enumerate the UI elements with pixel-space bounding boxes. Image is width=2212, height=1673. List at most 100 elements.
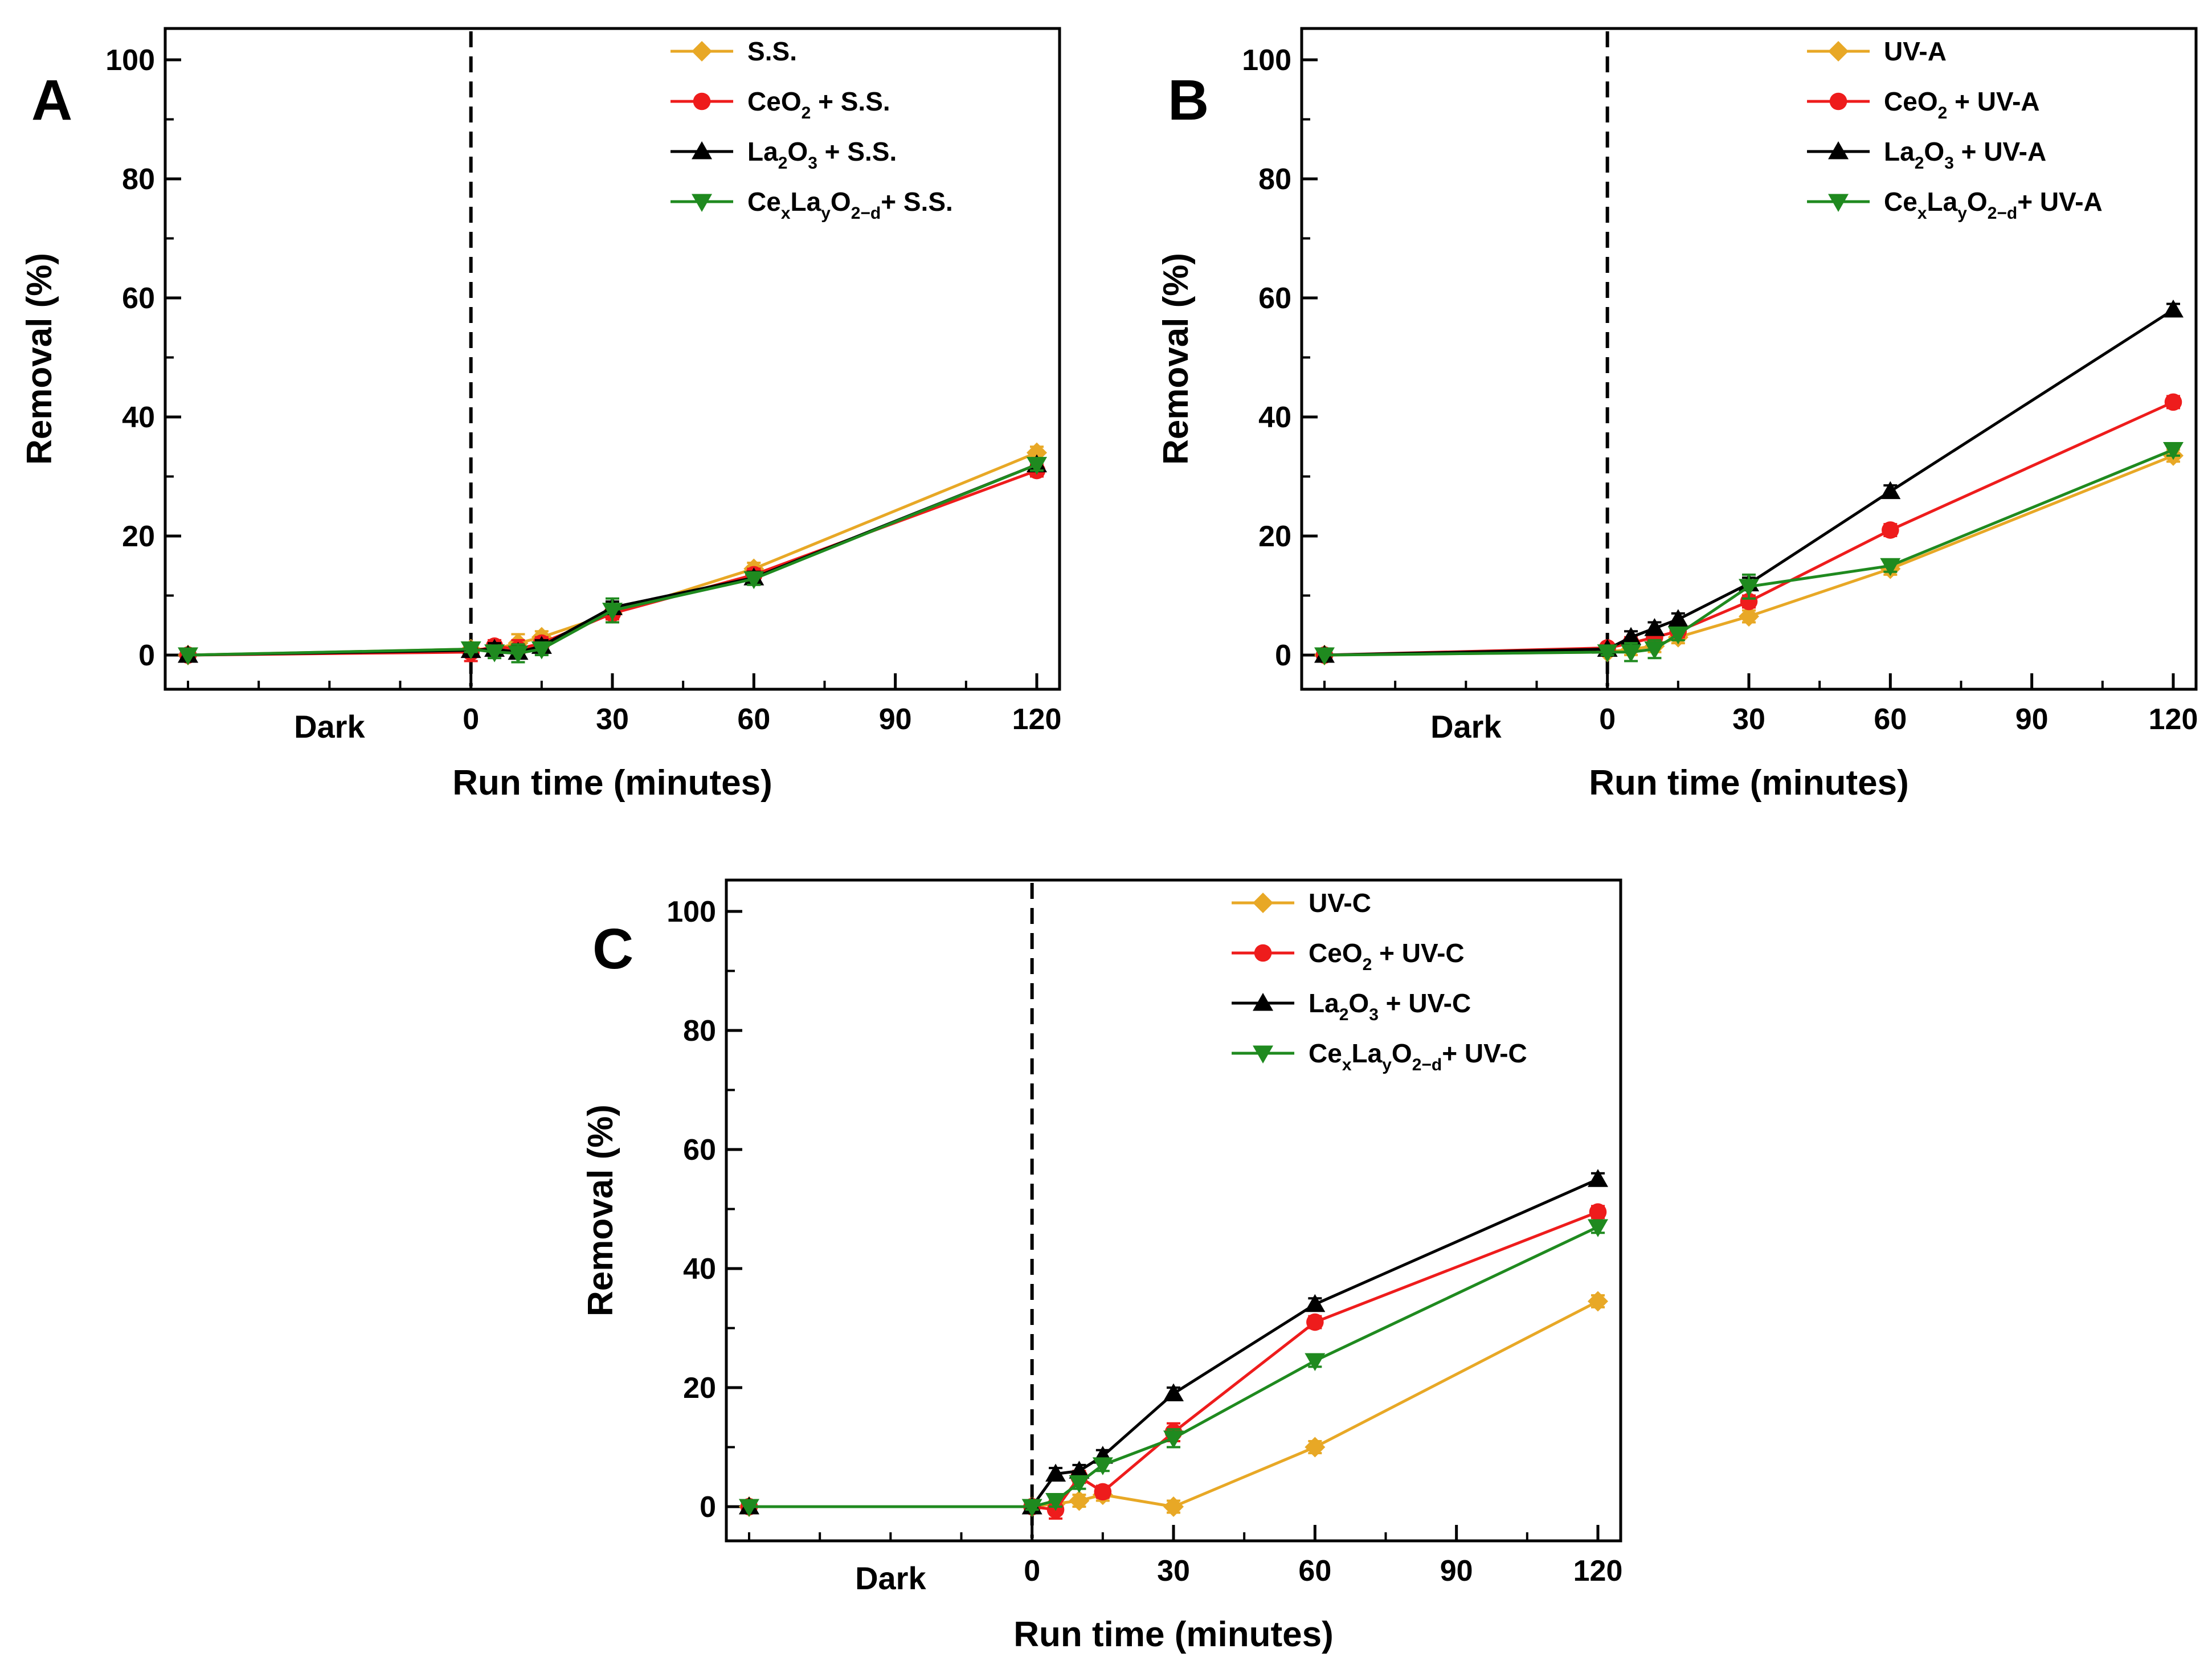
legend-label-part: O	[1967, 187, 1988, 216]
data-point	[739, 1499, 759, 1517]
data-point	[1667, 626, 1688, 645]
data-point	[2164, 393, 2182, 411]
chart-panel-a: 0 20 40 60 80 100 0 30 60 90 120 Dark Run time (minu…	[20, 27, 1061, 803]
data-point	[1882, 521, 1899, 539]
y-tick-label: 60	[122, 282, 155, 315]
data-point	[508, 645, 529, 664]
dark-label: Dark	[855, 1560, 926, 1596]
y-tick-label: 20	[122, 520, 155, 553]
data-point	[1045, 1463, 1066, 1482]
y-tick-label: 0	[138, 639, 155, 672]
legend-label-part: 3	[1944, 154, 1954, 173]
x-tick-label: 60	[737, 703, 770, 736]
data-point	[2163, 299, 2184, 318]
legend-label-part: x	[1917, 204, 1927, 223]
panel-letter: B	[1168, 68, 1209, 132]
legend-label: CexLayO2−d+ UV-A	[1884, 187, 2103, 223]
x-tick-label: 0	[463, 703, 479, 736]
legend-label-part: UV-A	[1884, 36, 1947, 66]
legend-label-part: 3	[1369, 1005, 1379, 1024]
legend-label-part: La	[1309, 988, 1339, 1018]
data-point	[1305, 1294, 1326, 1312]
data-point	[178, 647, 198, 665]
x-axis-title: Run time (minutes)	[1589, 763, 1908, 803]
legend-label-part: 2	[1915, 154, 1924, 173]
data-point	[460, 641, 481, 660]
data-point	[1163, 1430, 1184, 1449]
legend-marker	[1828, 141, 1849, 159]
legend-label: CeO2 + UV-C	[1309, 938, 1465, 974]
legend-label-part: O	[831, 187, 851, 216]
series-ss	[178, 442, 1047, 665]
y-tick-label: 40	[683, 1253, 716, 1286]
data-point	[1588, 1291, 1608, 1312]
legend-marker	[1829, 92, 1847, 111]
data-point	[484, 644, 505, 662]
legend-label-part: + S.S.	[881, 187, 953, 216]
legend-marker	[1828, 194, 1849, 212]
y-tick-label: 100	[105, 44, 155, 77]
panel-letter: C	[592, 917, 633, 981]
legend-marker	[693, 92, 711, 111]
legend-label-part: 2−d	[1988, 204, 2018, 223]
legend-label: UV-A	[1884, 36, 1947, 66]
x-axis-title: Run time (minutes)	[1013, 1615, 1333, 1654]
data-point	[1621, 644, 1642, 662]
legend-label-part: Ce	[1309, 1038, 1342, 1068]
x-axis-title: Run time (minutes)	[452, 763, 772, 803]
data-point	[1305, 1437, 1326, 1458]
data-point	[1588, 1169, 1608, 1187]
legend-label-part: + S.S.	[817, 137, 897, 166]
legend-label-part: + UV-C	[1442, 1038, 1527, 1068]
legend-marker	[692, 141, 713, 159]
series-la2o3	[739, 1169, 1608, 1515]
data-point	[1880, 558, 1901, 576]
data-point	[1739, 606, 1759, 627]
series-line	[187, 469, 1037, 657]
legend-label-part: S.S.	[747, 36, 797, 66]
x-tick-label: 90	[2015, 703, 2049, 736]
y-tick-label: 60	[683, 1134, 716, 1167]
legend-label: La2O3 + UV-C	[1309, 988, 1471, 1024]
y-axis-title: Removal (%)	[1156, 253, 1196, 465]
y-tick-label: 60	[1258, 282, 1291, 315]
data-point	[1597, 644, 1618, 662]
legend-label-part: 2−d	[851, 204, 881, 223]
series-line	[749, 1210, 1598, 1511]
legend-label: La2O3 + S.S.	[747, 137, 897, 173]
dark-label: Dark	[294, 709, 365, 745]
data-point	[1589, 1203, 1607, 1221]
data-point	[1305, 1353, 1326, 1371]
legend-label-part: + UV-A	[1947, 87, 2039, 116]
data-point	[1314, 647, 1335, 665]
chart-panel-b: 0 20 40 60 80 100 0 30 60 90 120 Dark Run time (minu…	[1156, 27, 2198, 803]
legend-marker	[1253, 993, 1274, 1011]
legend-label-part: CeO	[1309, 938, 1363, 968]
y-tick-label: 80	[1258, 163, 1291, 196]
legend-label-part: O	[787, 137, 808, 166]
series-line	[187, 451, 1037, 657]
legend-label-part: y	[1957, 204, 1967, 223]
legend-label-part: La	[747, 137, 778, 166]
data-point	[1588, 1219, 1608, 1237]
legend-label-part: 2	[1938, 104, 1948, 122]
legend-label-part: O	[1392, 1038, 1412, 1068]
legend-label: La2O3 + UV-A	[1884, 137, 2046, 173]
series-cexla	[1314, 441, 2184, 665]
legend-marker	[1254, 944, 1272, 962]
data-point	[602, 603, 623, 621]
legend-label-part: O	[1924, 137, 1944, 166]
legend-label-part: Ce	[1884, 187, 1917, 216]
legend-label-part: 2	[1363, 955, 1372, 974]
y-tick-label: 0	[700, 1491, 716, 1524]
y-tick-label: 100	[667, 895, 716, 928]
y-tick-label: 100	[1242, 44, 1291, 77]
legend-label-part: + UV-A	[1954, 137, 2046, 166]
legend-label-part: La	[1352, 1038, 1383, 1068]
x-tick-label: 90	[879, 703, 912, 736]
series-ceo2	[179, 461, 1046, 664]
legend-label: CexLayO2−d+ UV-C	[1309, 1038, 1527, 1074]
